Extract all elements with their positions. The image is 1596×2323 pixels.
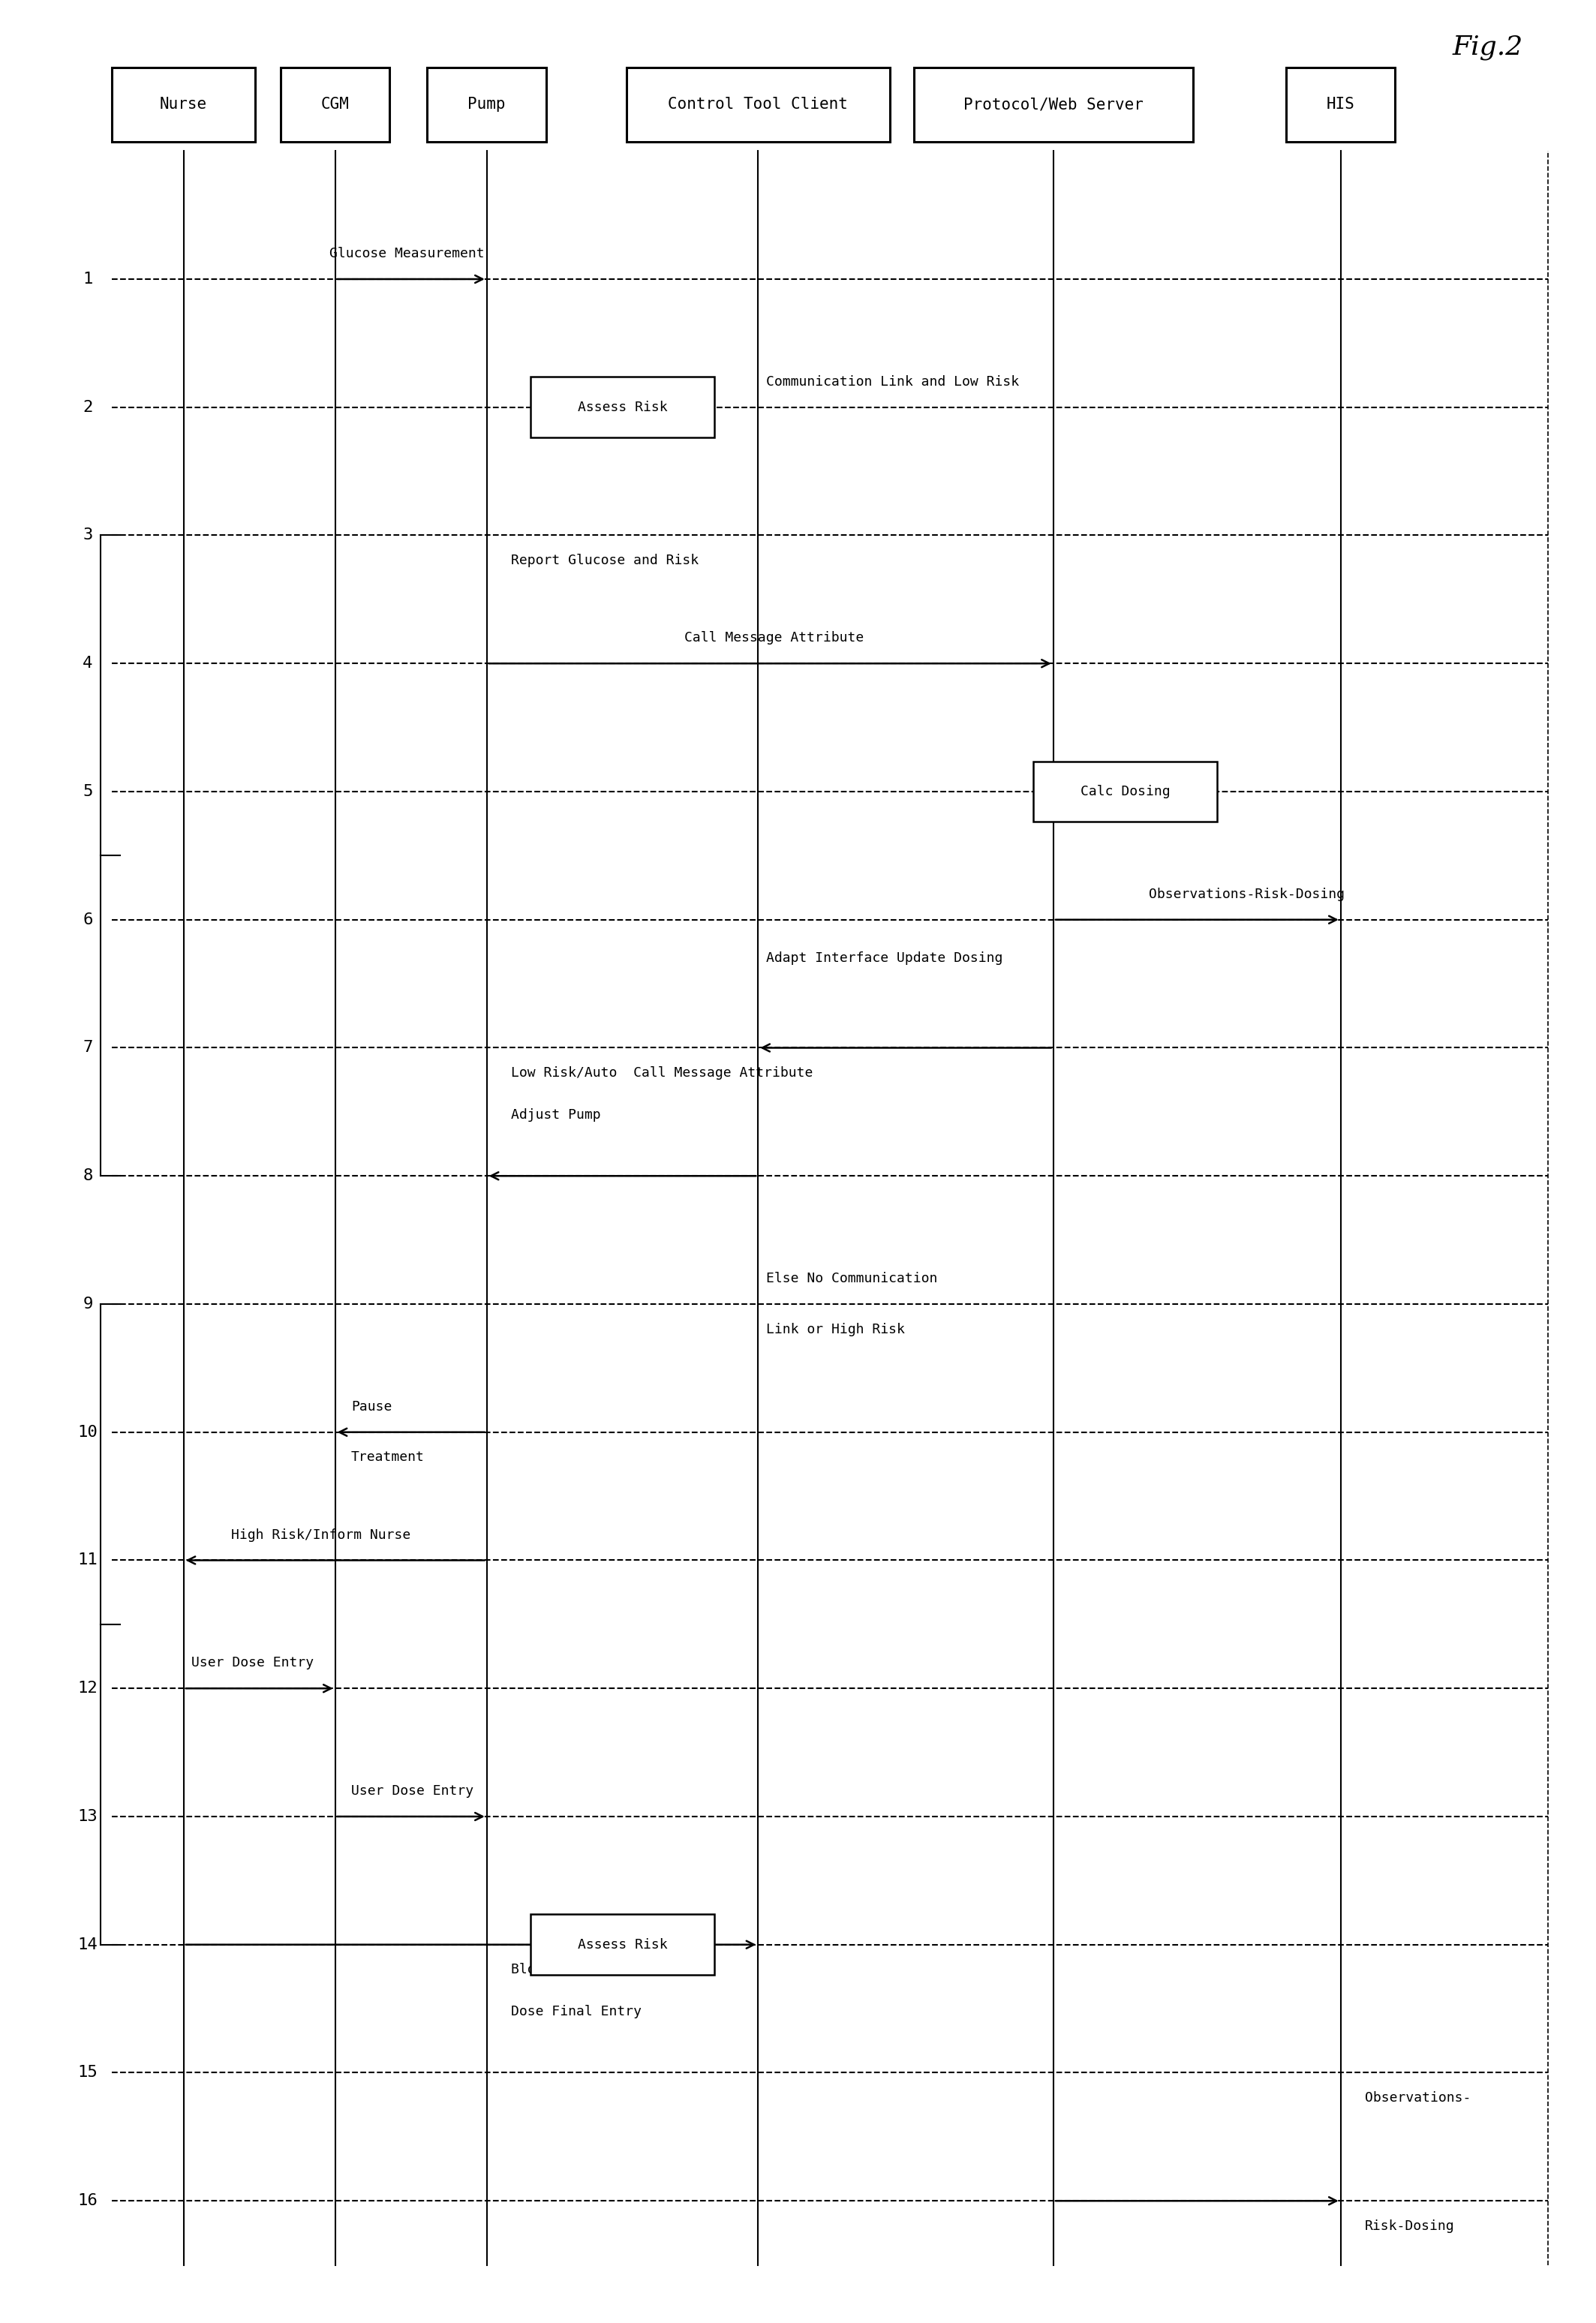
Text: 12: 12: [78, 1682, 97, 1696]
Text: 3: 3: [83, 527, 93, 544]
Text: User Dose Entry: User Dose Entry: [351, 1784, 474, 1798]
Bar: [112, 67, 255, 142]
Text: 8: 8: [83, 1168, 93, 1182]
Text: Glucose Measurement: Glucose Measurement: [329, 246, 485, 260]
Text: 6: 6: [83, 913, 93, 927]
Text: Observations-Risk-Dosing: Observations-Risk-Dosing: [1149, 887, 1345, 901]
Text: Adjust Pump: Adjust Pump: [511, 1108, 600, 1122]
Text: Assess Risk: Assess Risk: [578, 400, 667, 413]
Text: Low Risk/Auto  Call Message Attribute: Low Risk/Auto Call Message Attribute: [511, 1066, 812, 1080]
Text: 7: 7: [83, 1041, 93, 1055]
Text: High Risk/Inform Nurse: High Risk/Inform Nurse: [231, 1529, 410, 1542]
Text: Link or High Risk: Link or High Risk: [766, 1322, 905, 1336]
Text: 5: 5: [83, 785, 93, 799]
Text: Dose Final Entry: Dose Final Entry: [511, 2005, 642, 2019]
Text: Control Tool Client: Control Tool Client: [669, 98, 847, 112]
Text: Risk-Dosing: Risk-Dosing: [1365, 2218, 1454, 2232]
Text: Fig.2: Fig.2: [1452, 35, 1523, 60]
Bar: [530, 1914, 715, 1975]
Text: 9: 9: [83, 1296, 93, 1312]
Text: Adapt Interface Update Dosing: Adapt Interface Update Dosing: [766, 952, 1002, 964]
Text: Protocol/Web Server: Protocol/Web Server: [964, 98, 1143, 112]
Bar: [626, 67, 891, 142]
Text: Pump: Pump: [468, 98, 506, 112]
Bar: [281, 67, 389, 142]
Bar: [1286, 67, 1395, 142]
Bar: [530, 376, 715, 437]
Text: 13: 13: [78, 1810, 97, 1824]
Text: Report Glucose and Risk: Report Glucose and Risk: [511, 553, 699, 567]
Text: Observations-: Observations-: [1365, 2091, 1470, 2105]
Bar: [428, 67, 547, 142]
Text: User Dose Entry: User Dose Entry: [192, 1656, 314, 1670]
Text: CGM: CGM: [321, 98, 350, 112]
Bar: [1033, 762, 1216, 822]
Text: 14: 14: [78, 1937, 97, 1951]
Text: Else No Communication: Else No Communication: [766, 1273, 937, 1285]
Text: 15: 15: [78, 2065, 97, 2081]
Text: 10: 10: [78, 1424, 97, 1440]
Text: Pause: Pause: [351, 1401, 393, 1415]
Text: 2: 2: [83, 400, 93, 416]
Text: HIS: HIS: [1326, 98, 1355, 112]
Text: 1: 1: [83, 272, 93, 286]
Text: Nurse: Nurse: [160, 98, 207, 112]
Text: Block End User: Block End User: [511, 1963, 626, 1977]
Text: Communication Link and Low Risk: Communication Link and Low Risk: [766, 374, 1018, 388]
Text: 11: 11: [78, 1552, 97, 1568]
Text: Calc Dosing: Calc Dosing: [1080, 785, 1170, 799]
Text: Treatment: Treatment: [351, 1452, 425, 1463]
Text: Call Message Attribute: Call Message Attribute: [685, 632, 863, 646]
Text: 16: 16: [78, 2193, 97, 2209]
Text: 4: 4: [83, 655, 93, 671]
Bar: [913, 67, 1194, 142]
Text: Assess Risk: Assess Risk: [578, 1937, 667, 1951]
